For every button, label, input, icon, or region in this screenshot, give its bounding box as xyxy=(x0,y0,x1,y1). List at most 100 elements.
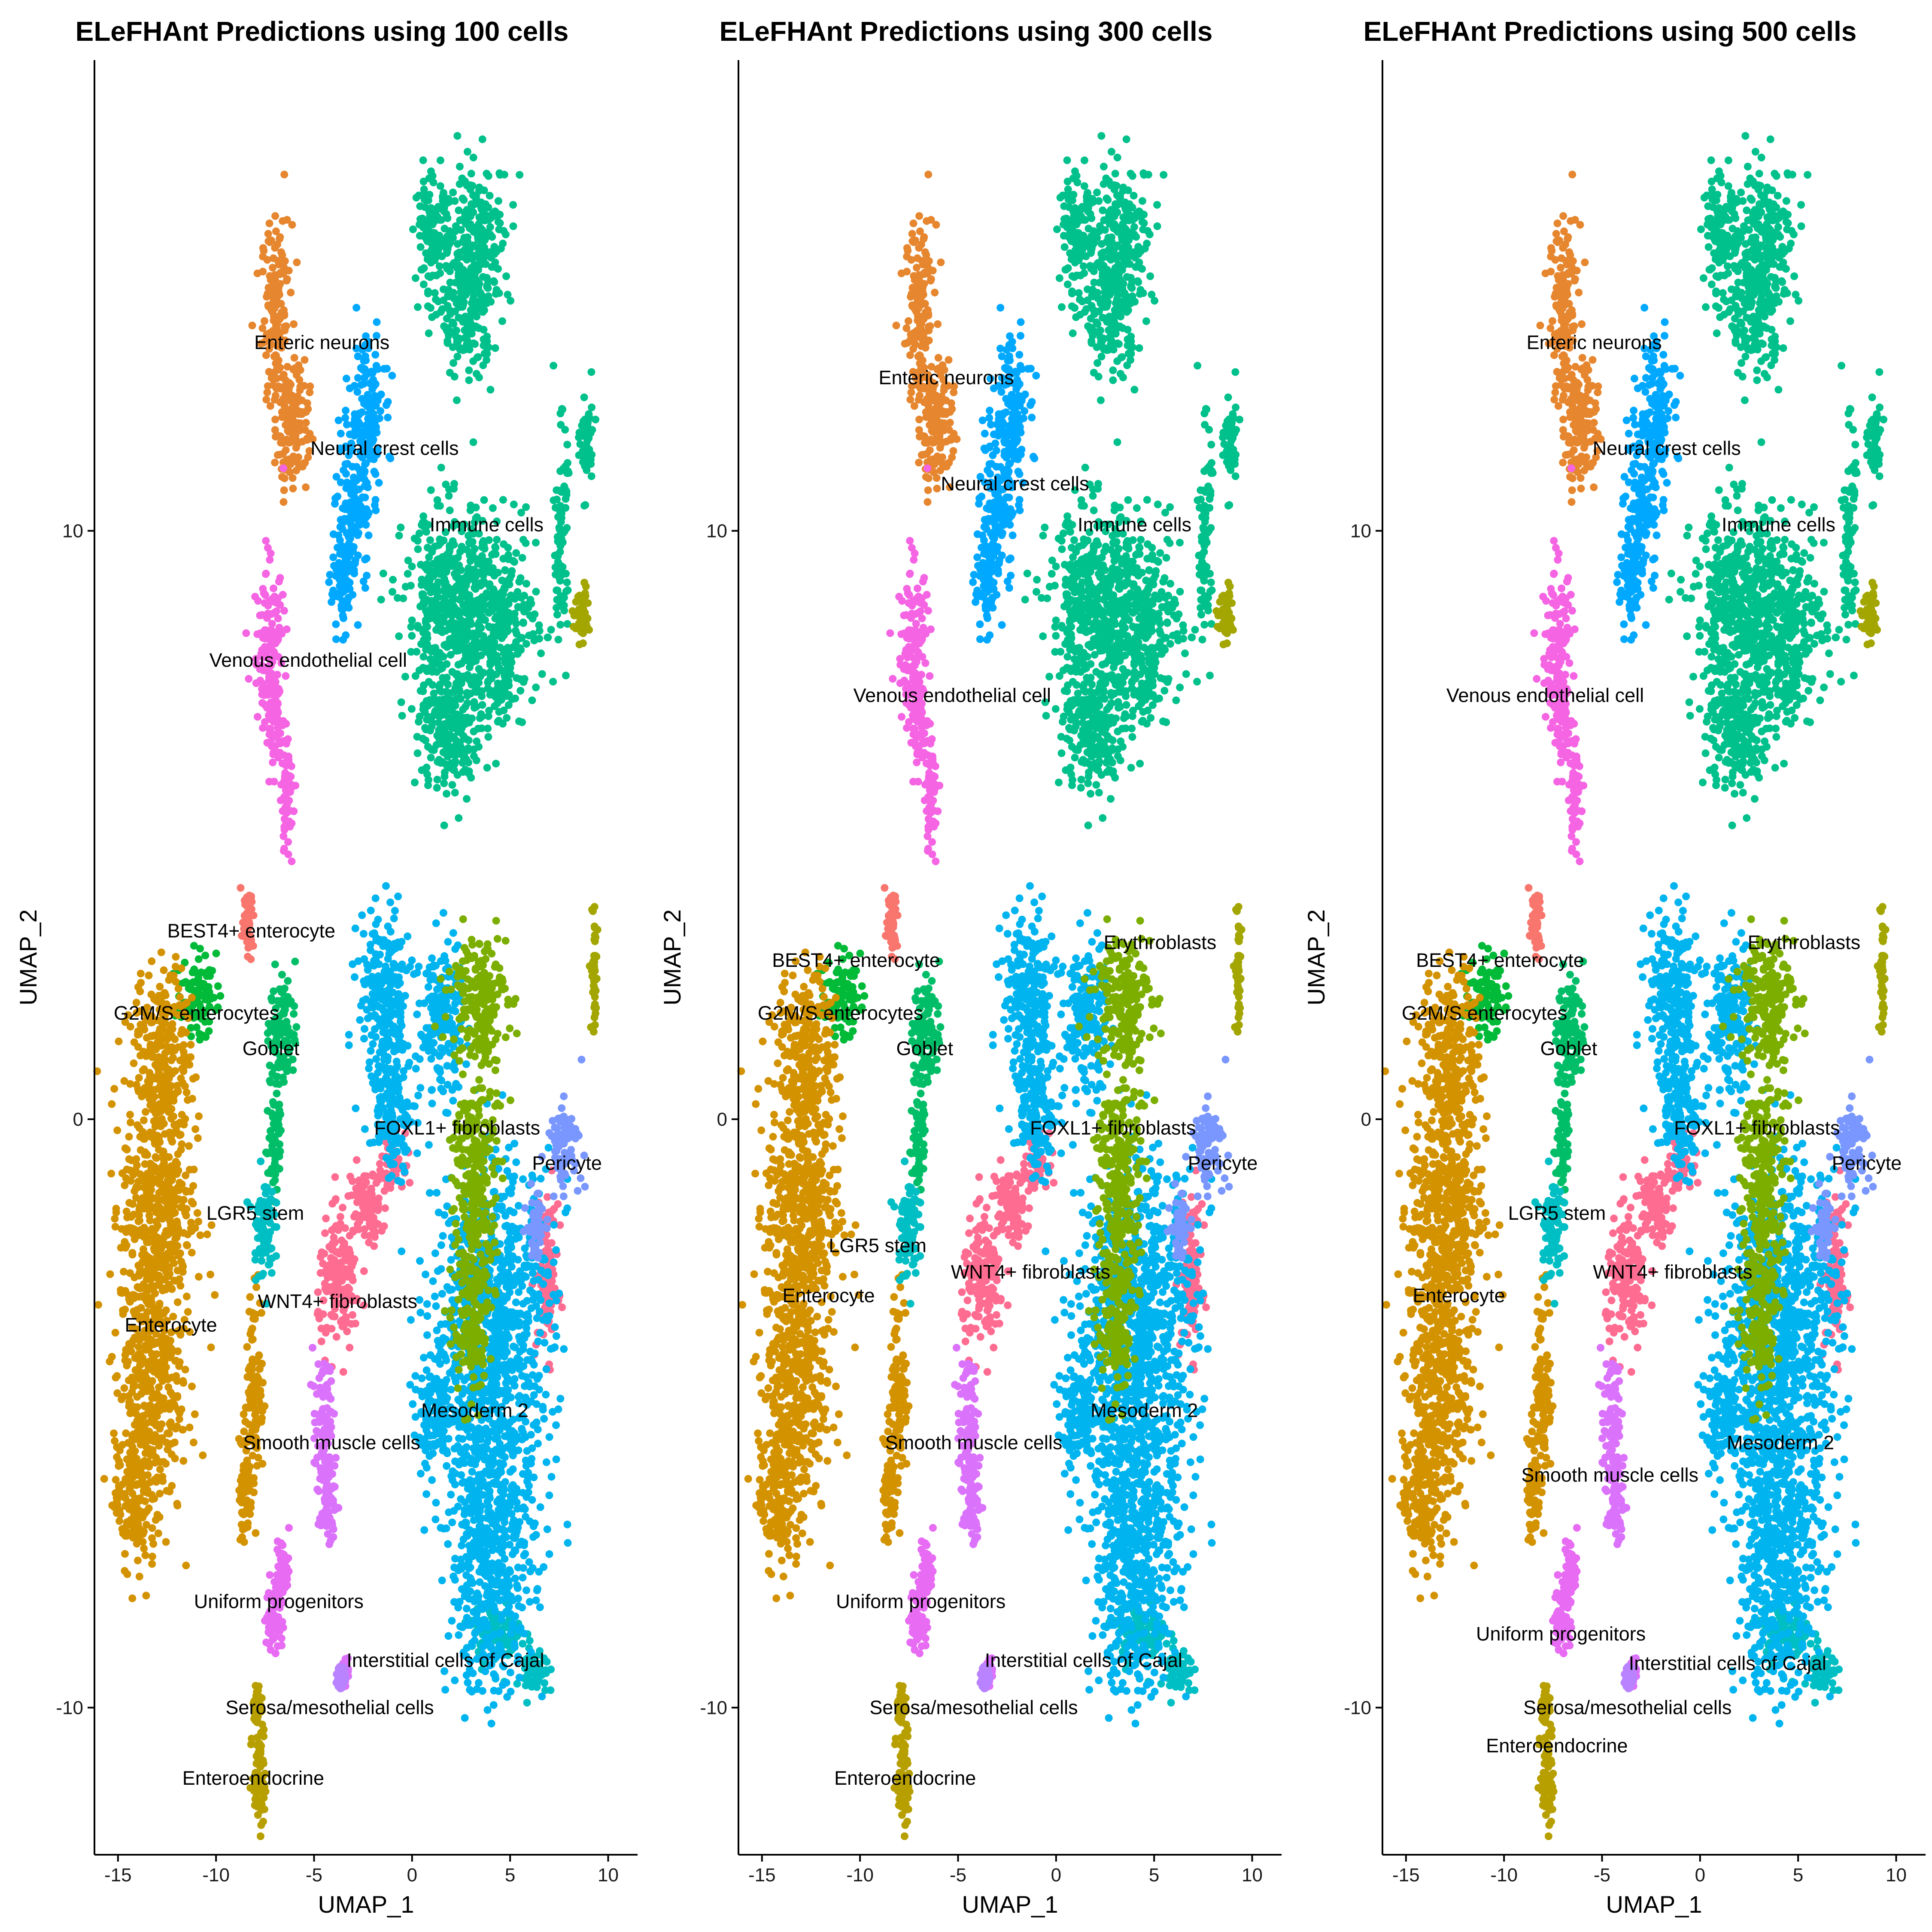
data-point xyxy=(433,558,440,566)
data-point xyxy=(479,210,487,218)
data-point xyxy=(505,701,513,709)
data-point xyxy=(453,296,461,304)
data-point xyxy=(285,381,293,389)
data-point xyxy=(485,609,493,617)
data-point xyxy=(467,507,474,514)
data-point xyxy=(522,640,530,648)
data-point xyxy=(280,498,288,506)
data-point xyxy=(263,293,270,301)
data-point xyxy=(329,553,337,561)
data-point xyxy=(456,711,463,719)
data-point xyxy=(493,536,501,544)
data-point xyxy=(508,567,516,575)
data-point xyxy=(337,578,345,586)
data-point xyxy=(467,690,474,698)
data-point xyxy=(388,372,396,380)
data-point xyxy=(498,317,506,325)
data-point xyxy=(437,182,444,190)
data-point xyxy=(411,535,419,542)
data-point xyxy=(475,374,483,381)
data-point xyxy=(465,377,473,384)
data-point xyxy=(407,648,415,656)
data-point xyxy=(424,290,432,298)
data-point xyxy=(494,569,502,577)
data-point xyxy=(483,282,491,290)
data-point xyxy=(397,524,404,532)
data-point xyxy=(474,283,482,290)
data-point xyxy=(328,590,336,598)
data-point xyxy=(469,629,477,637)
data-point xyxy=(389,576,397,583)
data-point xyxy=(475,611,483,618)
data-point xyxy=(265,368,273,376)
panel-title: ELeFHAnt Predictions using 100 cells xyxy=(76,16,569,47)
data-point xyxy=(433,605,441,613)
data-point xyxy=(519,536,527,544)
data-point xyxy=(448,781,456,789)
data-point xyxy=(399,595,407,602)
data-point xyxy=(352,463,360,471)
data-point xyxy=(489,595,496,603)
data-point xyxy=(515,578,523,586)
data-point xyxy=(339,602,346,610)
data-point xyxy=(506,580,513,588)
data-point xyxy=(504,551,512,559)
data-point xyxy=(420,523,428,531)
data-point xyxy=(443,674,451,681)
data-point xyxy=(278,473,286,481)
data-point xyxy=(489,210,496,218)
data-point xyxy=(273,241,281,249)
data-point xyxy=(480,601,488,609)
data-point xyxy=(402,583,410,591)
data-point xyxy=(294,419,302,427)
data-point xyxy=(461,254,469,261)
data-point xyxy=(436,627,444,635)
data-point xyxy=(502,272,510,280)
data-point xyxy=(487,653,495,661)
data-point xyxy=(301,356,309,364)
data-point xyxy=(449,343,457,351)
data-point xyxy=(525,632,533,639)
data-point xyxy=(440,780,448,787)
data-point xyxy=(415,191,422,199)
data-point xyxy=(276,451,283,459)
data-point xyxy=(337,430,345,437)
data-point xyxy=(369,412,377,419)
data-point xyxy=(474,560,482,568)
data-point xyxy=(491,702,498,710)
data-point xyxy=(271,289,279,297)
data-point xyxy=(480,632,487,640)
data-point xyxy=(505,600,513,608)
data-point xyxy=(431,289,439,297)
data-point xyxy=(279,374,286,381)
data-point xyxy=(341,414,349,422)
data-point xyxy=(485,172,492,180)
data-point xyxy=(431,206,439,213)
data-point xyxy=(408,705,416,713)
data-point xyxy=(362,514,370,522)
data-point xyxy=(339,519,346,527)
data-point xyxy=(467,306,475,314)
data-point xyxy=(443,660,450,668)
data-point xyxy=(483,350,491,358)
data-point xyxy=(500,227,507,235)
data-point xyxy=(416,215,424,223)
data-point xyxy=(372,470,380,478)
data-point xyxy=(470,438,477,446)
data-point xyxy=(468,170,475,177)
data-point xyxy=(408,632,416,640)
data-point xyxy=(474,251,481,258)
data-point xyxy=(429,272,437,279)
data-point xyxy=(454,353,462,361)
data-point xyxy=(451,570,459,578)
data-point xyxy=(273,323,280,331)
data-point xyxy=(456,578,463,586)
data-point xyxy=(363,479,371,487)
data-point xyxy=(538,670,546,678)
data-point xyxy=(271,416,279,423)
data-point xyxy=(425,573,433,581)
data-point xyxy=(480,537,487,545)
data-point xyxy=(334,532,342,539)
data-point xyxy=(461,239,468,246)
data-point xyxy=(425,197,432,204)
